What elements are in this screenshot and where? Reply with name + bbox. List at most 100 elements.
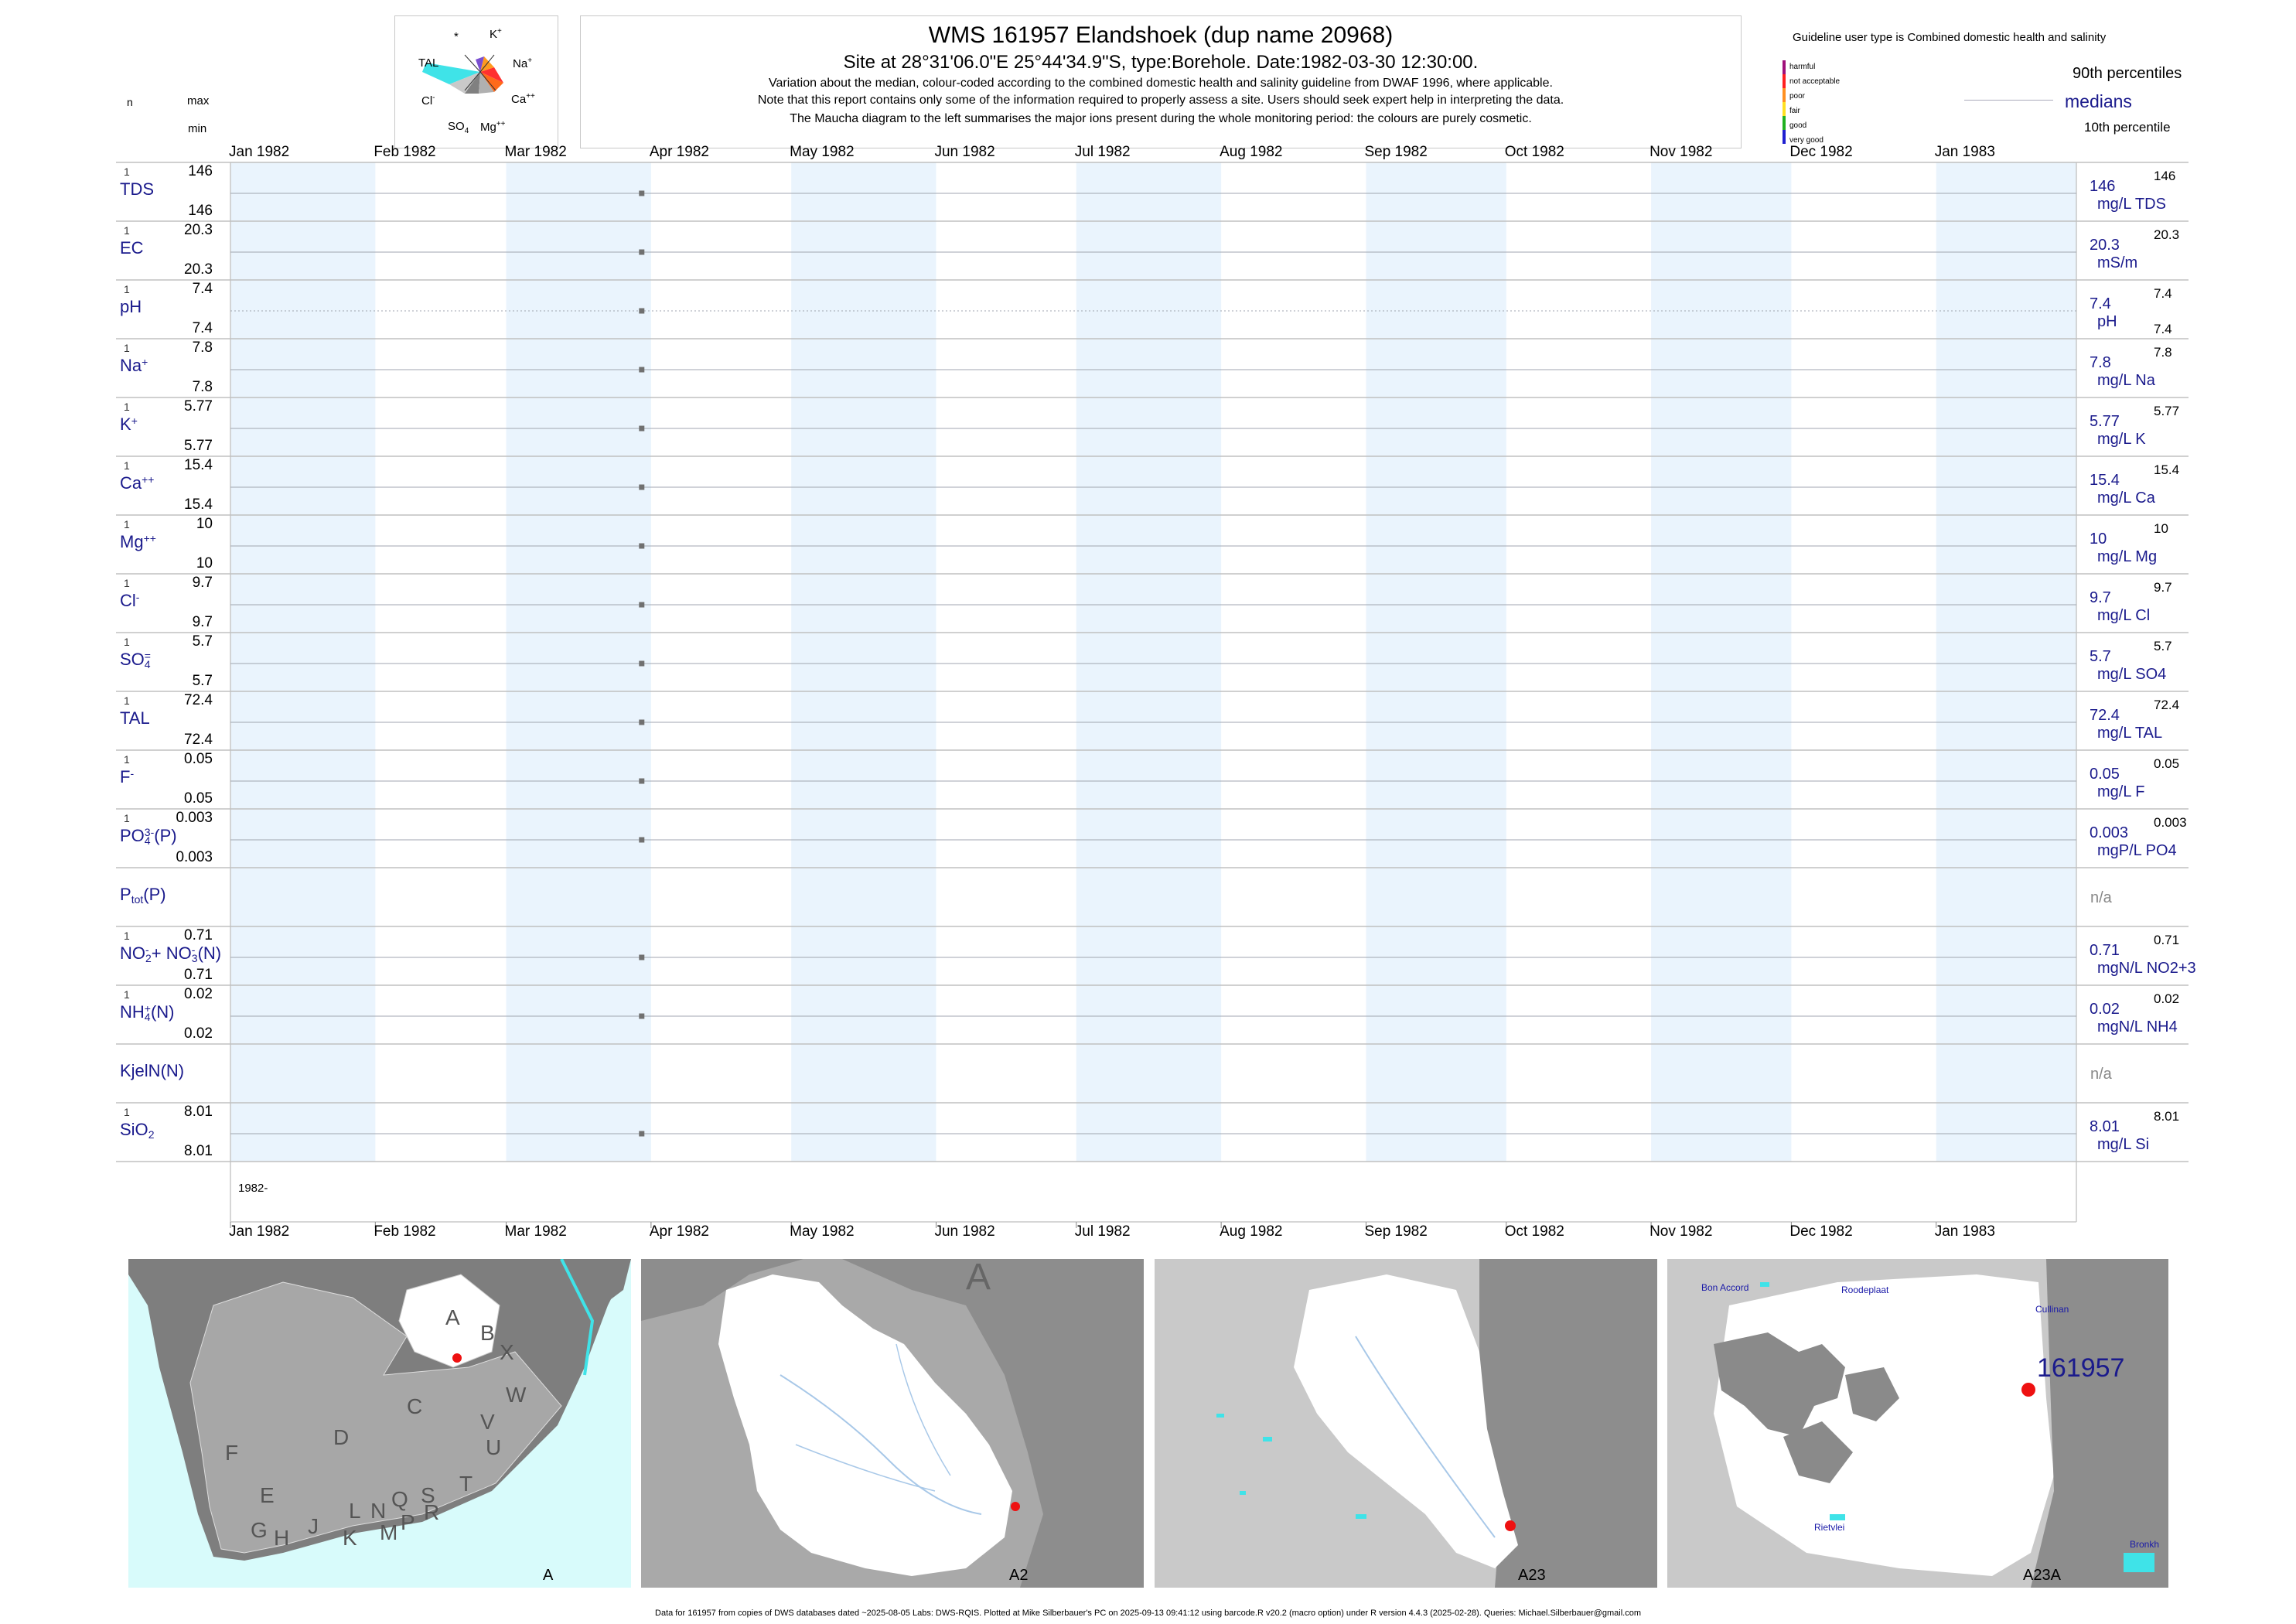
median-legend: medians (2065, 91, 2132, 111)
month-label-top: Aug 1982 (1220, 144, 1283, 160)
site-info: Site at 28°31'06.0"E 25°44'34.9"S, type:… (843, 52, 1479, 73)
place-cullinan: Cullinan (2035, 1304, 2069, 1315)
median-value: 72.4 (2090, 707, 2120, 724)
month-label-bottom: Jan 1982 (229, 1223, 290, 1240)
sample-point (639, 249, 645, 255)
p10-value: 7.4 (2154, 322, 2172, 336)
drainage-letter-K: K (343, 1526, 357, 1550)
sample-count: 1 (124, 577, 130, 589)
drainage-letter-V: V (480, 1410, 495, 1434)
month-label-top: May 1982 (790, 144, 855, 160)
drainage-letter-S: S (421, 1483, 435, 1507)
guideline-class-label: not acceptable (1789, 77, 1841, 86)
sample-point (639, 837, 645, 843)
unit-label: mgP/L PO4 (2097, 842, 2177, 859)
min-value: 15.4 (184, 496, 213, 513)
drainage-letter-U: U (486, 1435, 502, 1459)
month-label-top: Apr 1982 (649, 144, 709, 160)
parameter-label: Cl - (120, 591, 140, 610)
map-a2: A A2 (641, 1259, 1144, 1588)
site-marker-a23 (1505, 1520, 1516, 1531)
month-label-bottom: Dec 1982 (1789, 1223, 1853, 1240)
drainage-letter-W: W (506, 1383, 527, 1407)
month-label-bottom: Mar 1982 (504, 1223, 567, 1240)
sample-point (639, 778, 645, 784)
min-value: 146 (188, 203, 213, 219)
min-value: 9.7 (192, 614, 213, 630)
sample-count: 1 (124, 988, 130, 1001)
p90-value: 15.4 (2154, 462, 2180, 477)
parameter-label: NH +4 (N) (120, 1002, 175, 1024)
month-label-top: Jan 1983 (1934, 144, 1995, 160)
min-value: 5.7 (192, 673, 213, 689)
parameter-label: Ca ++ (120, 473, 155, 493)
maucha-star-label: * (454, 30, 459, 43)
month-label-top: Sep 1982 (1364, 144, 1428, 160)
guideline-color-segment (1783, 74, 1786, 88)
guideline-color-segment (1783, 60, 1786, 74)
unit-label: mg/L Si (2097, 1136, 2150, 1153)
drainage-letter-G: G (251, 1518, 268, 1542)
page-title: WMS 161957 Elandshoek (dup name 20968) (928, 22, 1394, 48)
sample-point (639, 308, 645, 314)
parameter-label: NO -2 + NO -3 (N) (120, 943, 222, 965)
parameter-label: P tot (P) (120, 885, 166, 906)
sample-count: 1 (124, 459, 130, 472)
drainage-letter-B: B (480, 1321, 495, 1345)
sample-count: 1 (124, 165, 130, 178)
drainage-letter-M: M (380, 1520, 398, 1544)
month-shade (1076, 162, 1222, 1162)
p90-value: 0.71 (2154, 933, 2180, 947)
place-roodeplaat: Roodeplaat (1841, 1285, 1889, 1295)
max-value: 0.003 (176, 810, 213, 826)
min-value: 0.003 (176, 849, 213, 865)
guideline-class-label: very good (1789, 136, 1823, 145)
title-box: WMS 161957 Elandshoek (dup name 20968) S… (580, 15, 1742, 148)
sample-count: 1 (124, 1106, 130, 1118)
guideline-class-label: harmful (1789, 63, 1816, 71)
p90-value: 7.4 (2154, 286, 2172, 301)
parameter-label: F- (120, 767, 135, 786)
median-value: 0.71 (2090, 942, 2120, 959)
n-header: n (127, 96, 133, 108)
p90-legend: 90th percentiles (2073, 65, 2182, 82)
sample-count: 1 (124, 930, 130, 942)
max-value: 5.7 (192, 633, 213, 650)
sample-point (639, 190, 645, 196)
median-value: 7.8 (2090, 354, 2111, 371)
maucha-tal-label: TAL (418, 56, 439, 70)
description-line3: The Maucha diagram to the left summarise… (790, 112, 1532, 125)
site-marker-a2 (1011, 1502, 1020, 1511)
a2-letter-A: A (966, 1259, 991, 1298)
drainage-letter-C: C (407, 1394, 423, 1418)
max-value: 0.71 (184, 927, 213, 943)
month-label-bottom: Jun 1982 (934, 1223, 995, 1240)
median-value: 8.01 (2090, 1118, 2120, 1135)
min-value: 5.77 (184, 438, 213, 454)
median-value: 15.4 (2090, 472, 2120, 489)
unit-label: mg/L SO4 (2097, 666, 2167, 683)
month-shade (791, 162, 936, 1162)
p90-value: 0.003 (2154, 815, 2187, 830)
month-label-bottom: Apr 1982 (649, 1223, 709, 1240)
month-label-bottom: May 1982 (790, 1223, 855, 1240)
map-a2-svg (641, 1259, 1043, 1588)
sample-count: 1 (124, 401, 130, 413)
sample-point (639, 367, 645, 373)
sample-count: 1 (124, 283, 130, 295)
guideline-class-label: good (1789, 121, 1807, 130)
footer-credits: Data for 161957 from copies of DWS datab… (655, 1609, 1641, 1618)
month-label-bottom: Nov 1982 (1650, 1223, 1713, 1240)
month-label-top: Jul 1982 (1074, 144, 1131, 160)
sample-point (639, 1131, 645, 1137)
month-label-top: Feb 1982 (374, 144, 436, 160)
max-value: 20.3 (184, 222, 213, 238)
sample-count: 1 (124, 224, 130, 237)
place-bon-accord: Bon Accord (1701, 1282, 1749, 1293)
maucha-so4-wedge (465, 72, 480, 94)
p90-value: 5.77 (2154, 404, 2180, 418)
min-value: 72.4 (184, 732, 213, 748)
drainage-letter-N: N (370, 1499, 387, 1523)
map-label-A: A (543, 1567, 554, 1584)
map-a23-svg (1216, 1259, 1657, 1588)
